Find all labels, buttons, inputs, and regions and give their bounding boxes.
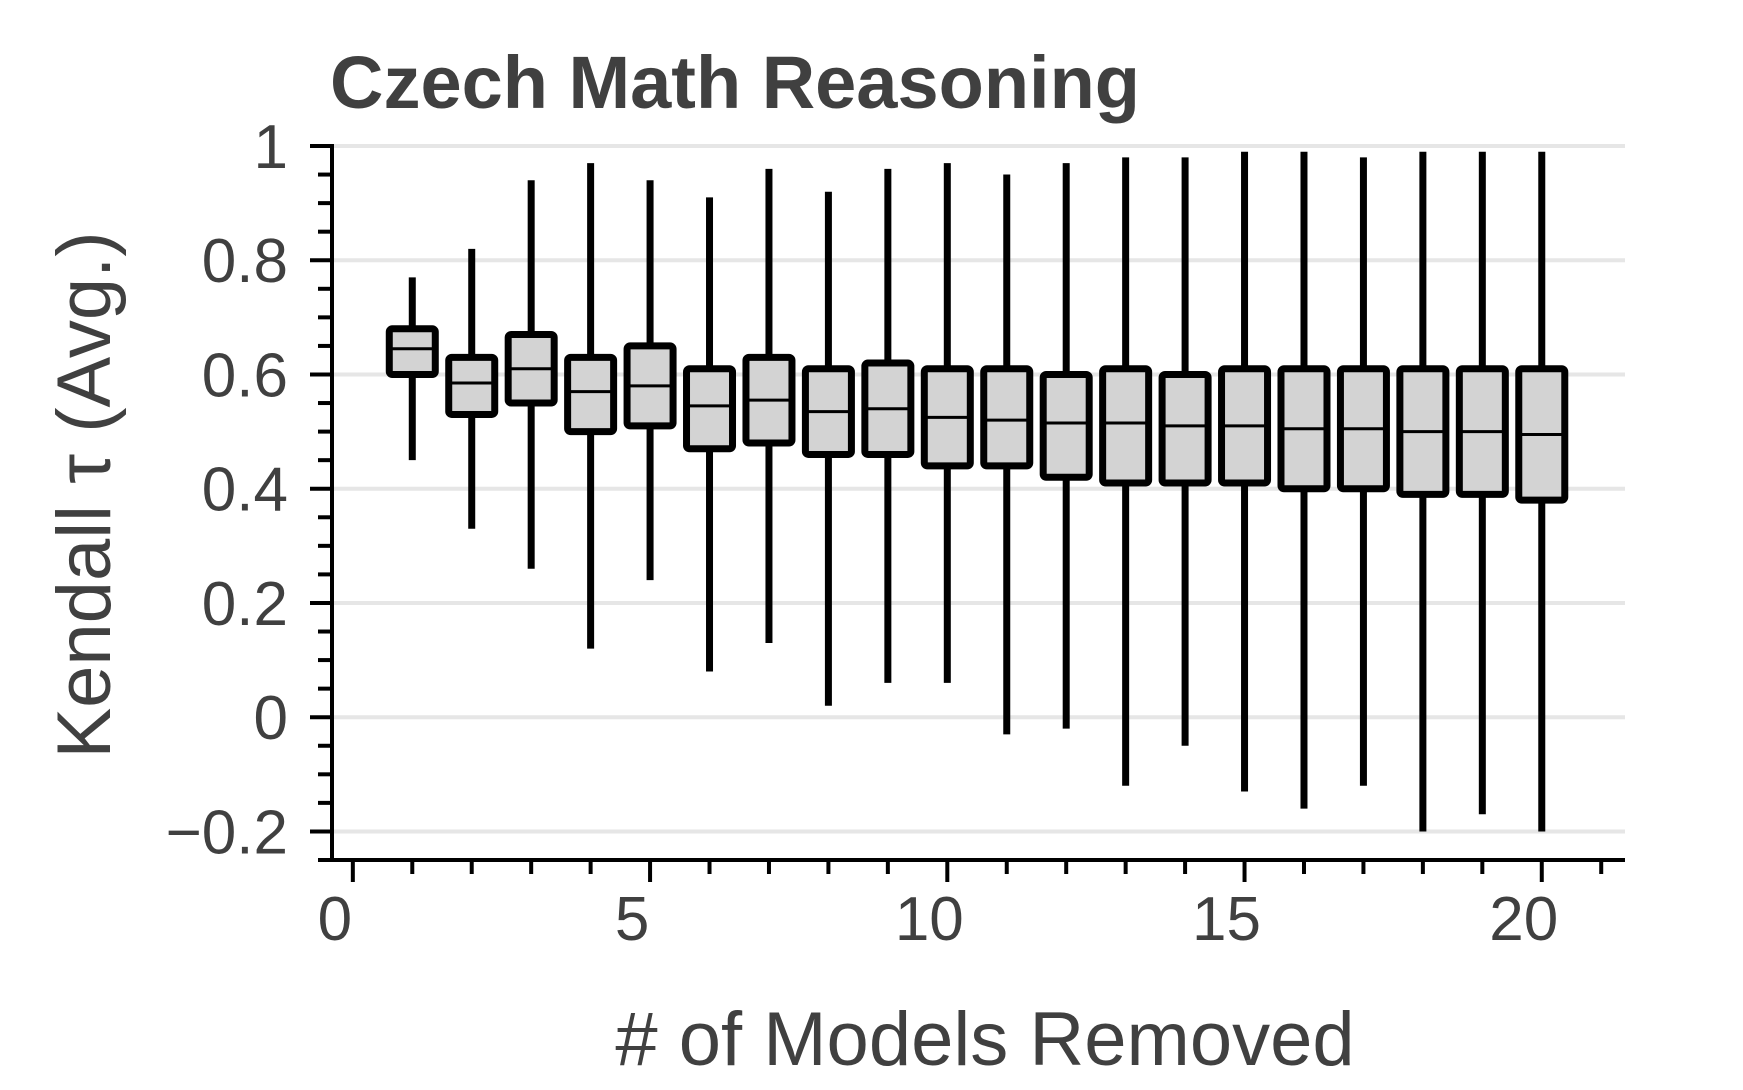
y-tick-label: 0.8	[202, 227, 288, 296]
box-iqr	[385, 325, 439, 378]
box-item	[801, 191, 855, 706]
x-tick-label: 15	[1192, 885, 1261, 954]
x-tick-label: 0	[318, 885, 352, 954]
axes	[310, 144, 1625, 882]
y-tick-label: 0.4	[202, 456, 288, 525]
y-axis-title: Kendall τ (Avg.)	[42, 231, 127, 758]
x-tick-label: 20	[1489, 885, 1558, 954]
box-item	[445, 248, 499, 529]
x-tick-label: 10	[895, 885, 964, 954]
box-item	[1039, 163, 1093, 729]
box-item	[1099, 157, 1153, 786]
box-item	[861, 168, 915, 683]
boxes	[385, 151, 1569, 832]
box-item	[564, 163, 618, 649]
box-iqr	[1099, 365, 1153, 487]
box-item	[1455, 151, 1509, 815]
box-item	[504, 180, 558, 569]
box-iqr	[980, 365, 1034, 470]
y-tick-label: 0.6	[202, 341, 288, 410]
x-tick-label: 5	[615, 885, 649, 954]
box-item	[1396, 151, 1450, 832]
box-item	[742, 168, 796, 643]
box-item	[920, 163, 974, 683]
y-tick-label: 1	[254, 113, 288, 182]
box-item	[1515, 151, 1569, 832]
box-item	[683, 197, 737, 672]
box-item	[980, 174, 1034, 735]
box-iqr	[683, 365, 737, 453]
box-iqr	[1158, 370, 1212, 487]
box-iqr	[445, 353, 499, 418]
x-axis-title: # of Models Removed	[615, 997, 1354, 1082]
box-item	[1277, 151, 1331, 809]
box-item	[1158, 157, 1212, 746]
box-iqr	[564, 353, 618, 436]
box-item	[1218, 151, 1272, 792]
chart-title: Czech Math Reasoning	[330, 41, 1140, 124]
tick-labels: −0.200.20.40.60.810 5 10 15 20	[166, 113, 1559, 954]
y-tick-label: −0.2	[166, 798, 288, 867]
box-item	[623, 180, 677, 581]
box-item	[1336, 157, 1390, 786]
y-tick-label: 0.2	[202, 570, 288, 639]
box-iqr	[1039, 370, 1093, 481]
y-tick-label: 0	[254, 684, 288, 753]
box-item	[385, 277, 439, 461]
